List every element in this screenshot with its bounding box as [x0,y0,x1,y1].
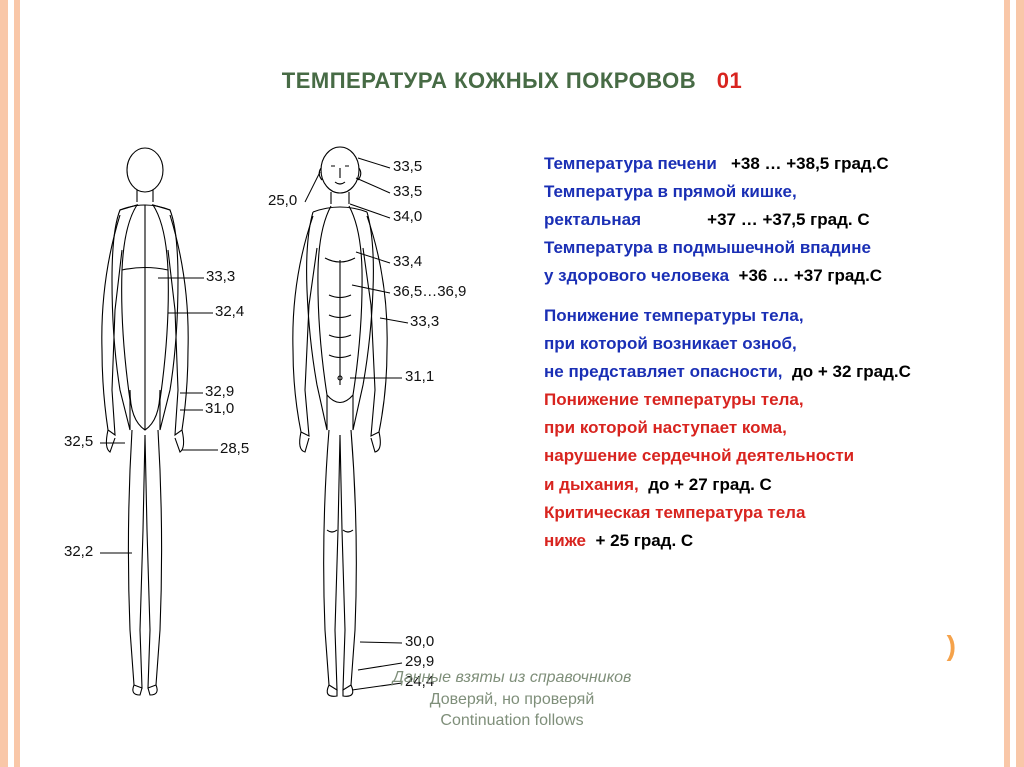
info-value: +37 … +37,5 град. С [707,210,869,229]
body-back-outline [102,148,188,695]
info-label: Температура печени [544,154,717,173]
front-label: 33,5 [393,158,422,175]
front-label: 31,1 [405,368,434,385]
title-number: 01 [717,68,742,93]
page-border-inner-right [1004,0,1010,767]
footer-text: Данные взяты из справочников Доверяй, но… [40,667,984,732]
info-label: ниже [544,531,586,550]
back-label: 32,2 [64,543,93,560]
info-label: у здорового человека [544,266,729,285]
info-line: при которой возникает озноб, [544,330,964,358]
back-label: 28,5 [220,440,249,457]
info-line: Понижение температуры тела, [544,386,964,414]
front-label-left: 25,0 [268,192,297,209]
info-value: + 25 град. С [595,531,693,550]
body-figures-svg [60,130,520,720]
footer-line-3: Continuation follows [40,710,984,732]
info-value: до + 27 град. С [648,475,772,494]
back-label: 33,3 [206,268,235,285]
front-label: 33,4 [393,253,422,270]
callout-lines-back [100,278,218,553]
info-label: и дыхания, [544,475,639,494]
front-label: 36,5…36,9 [393,283,466,300]
info-line: Критическая температура тела [544,499,964,527]
front-label: 33,5 [393,183,422,200]
title-main: ТЕМПЕРАТУРА КОЖНЫХ ПОКРОВОВ [282,68,696,93]
front-label: 34,0 [393,208,422,225]
info-value: +38 … +38,5 град.С [731,154,889,173]
footer-line-1: Данные взяты из справочников [40,667,984,689]
info-label: не представляет опасности, [544,362,783,381]
decorative-mark: ) [947,630,956,662]
body-diagram: 33,3 32,4 32,9 31,0 32,5 28,5 32,2 25,0 … [60,130,520,720]
content-area: ТЕМПЕРАТУРА КОЖНЫХ ПОКРОВОВ 01 [40,20,984,757]
info-value: +36 … +37 град.С [739,266,883,285]
back-label: 32,5 [64,433,93,450]
info-value: до + 32 град.С [792,362,911,381]
info-line: при которой наступает кома, [544,414,964,442]
footer-line-2: Доверяй, но проверяй [40,689,984,711]
info-line: нарушение сердечной деятельности [544,442,964,470]
info-label: Температура в прямой кишке, [544,182,797,201]
back-label: 31,0 [205,400,234,417]
info-line: Понижение температуры тела, [544,302,964,330]
info-label: Температура в подмышечной впадине [544,238,871,257]
page-title: ТЕМПЕРАТУРА КОЖНЫХ ПОКРОВОВ 01 [40,68,984,94]
back-label: 32,9 [205,383,234,400]
back-label: 32,4 [215,303,244,320]
page-border-inner-left [14,0,20,767]
front-label: 30,0 [405,633,434,650]
info-label: ректальная [544,210,641,229]
info-text: Температура печени +38 … +38,5 град.С Те… [544,150,964,555]
front-label: 33,3 [410,313,439,330]
body-front-outline [293,147,387,696]
